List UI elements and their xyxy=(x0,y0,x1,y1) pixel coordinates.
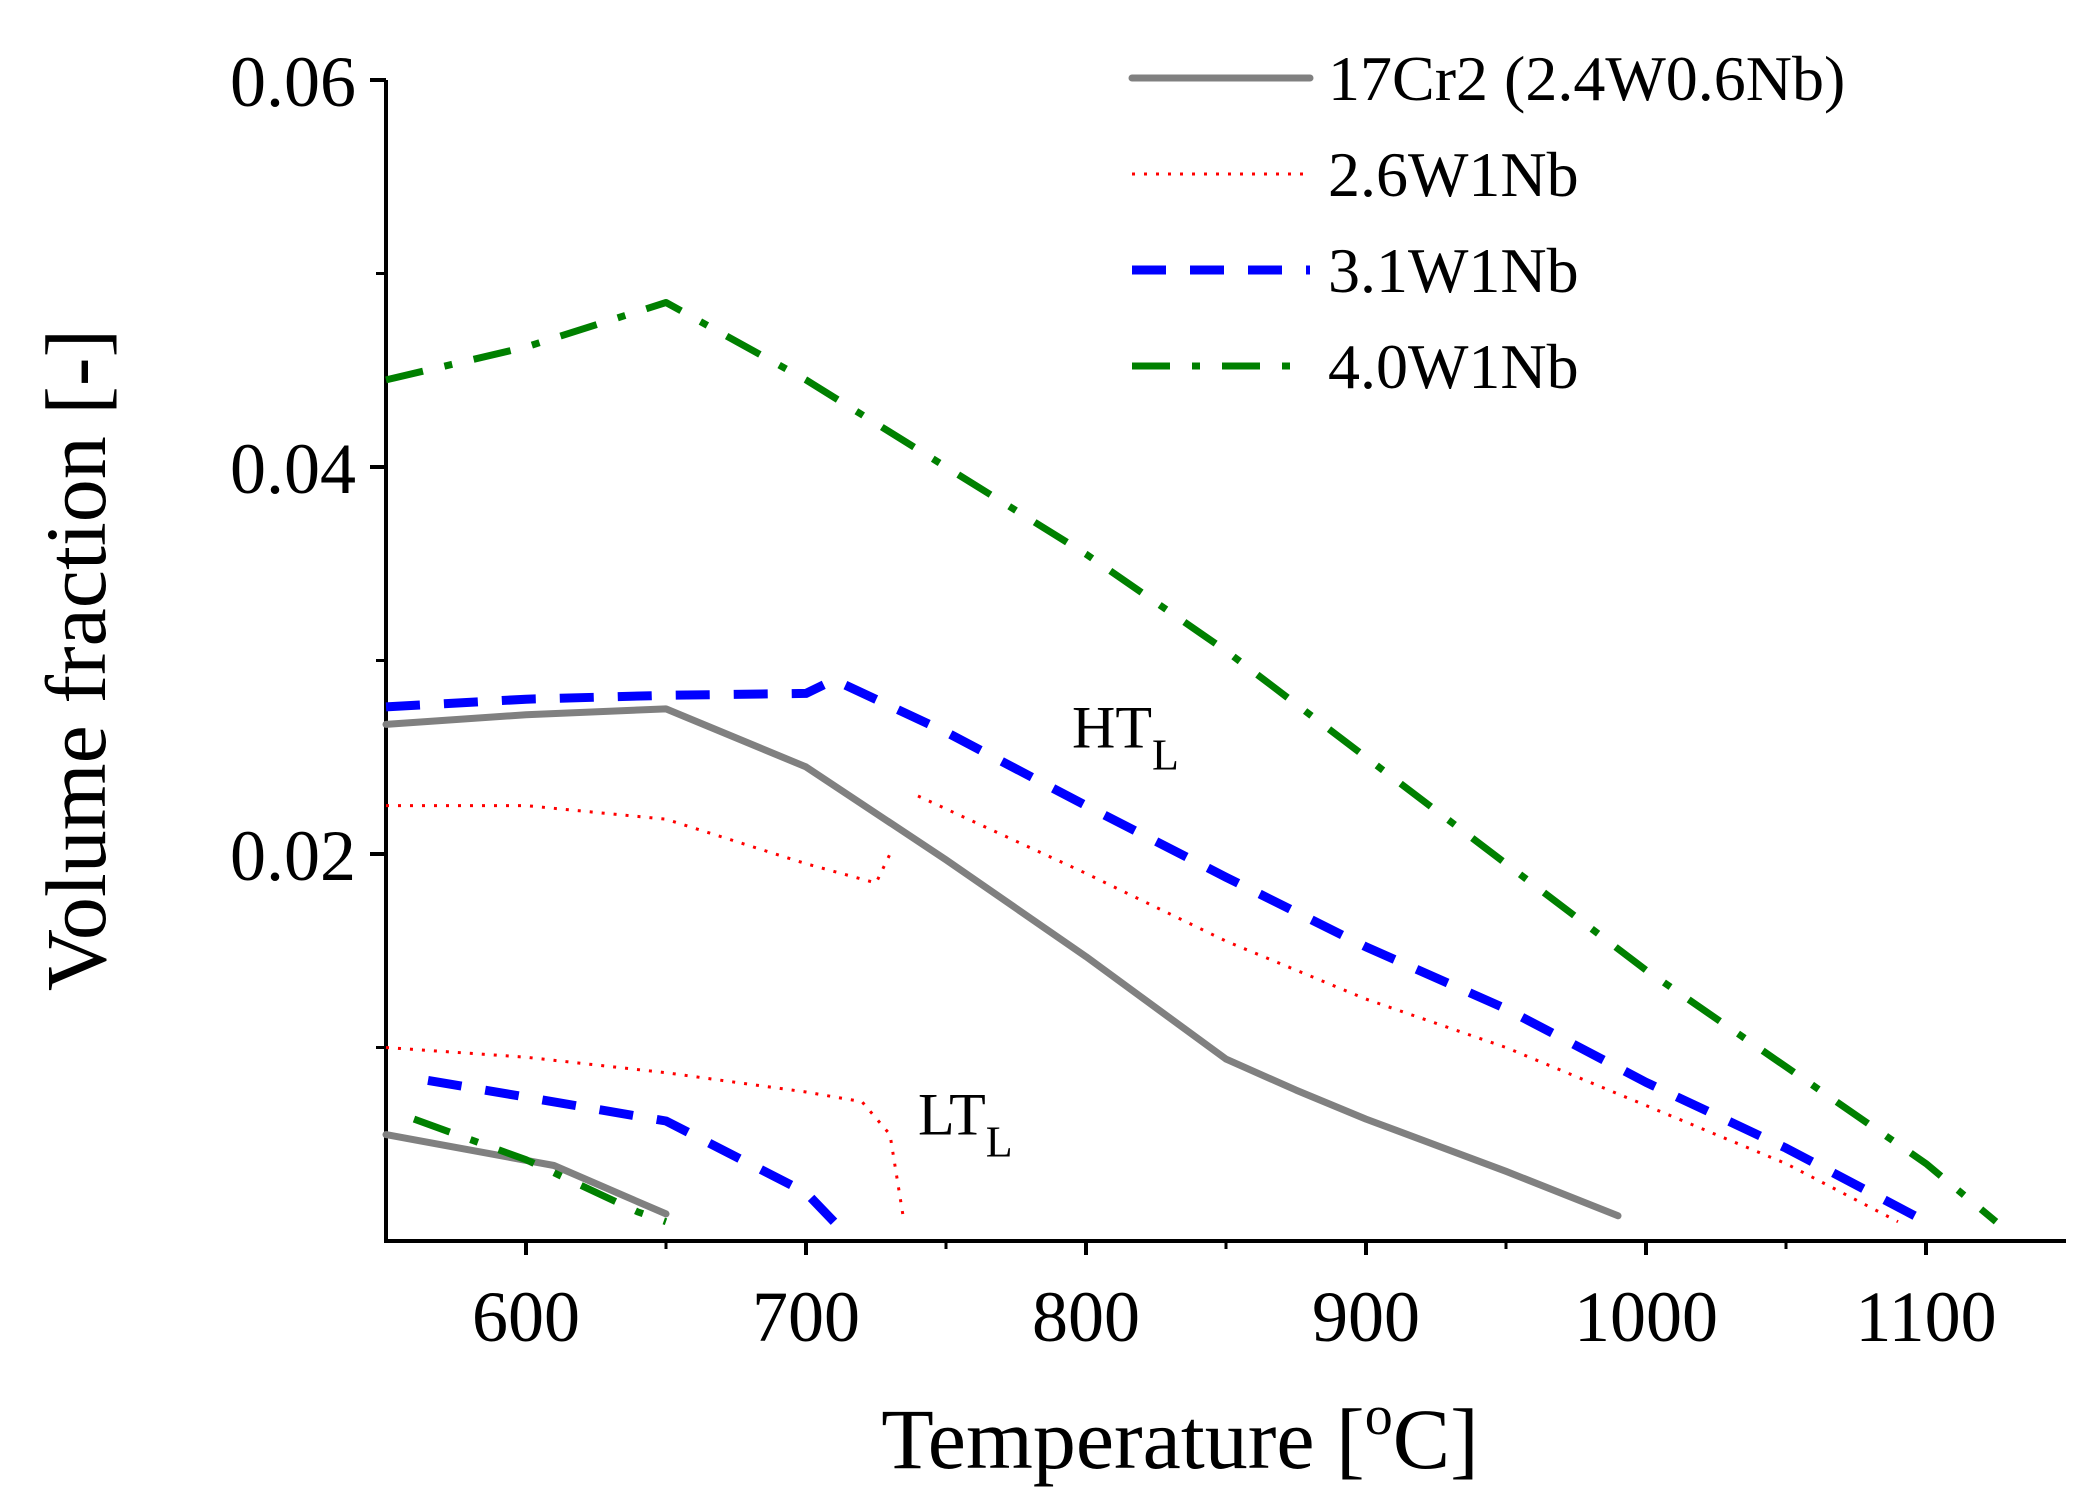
legend-label-3: 4.0W1Nb xyxy=(1328,331,1579,402)
series-line-1-ht-0 xyxy=(386,804,892,885)
series-2-6w1nb xyxy=(385,794,1899,1224)
x-axis-title-pre: Temperature [ xyxy=(881,1391,1364,1487)
annotation-lt-sub: L xyxy=(986,1118,1013,1167)
annotation-lt: LTL xyxy=(918,1082,1013,1167)
x-tick-label-1100: 1100 xyxy=(1855,1277,1996,1357)
legend-label-0: 17Cr2 (2.4W0.6Nb) xyxy=(1328,43,1845,114)
y-axis-title: Volume fraction [-] xyxy=(28,329,124,991)
y-tick-label-0.04: 0.04 xyxy=(230,429,356,509)
series-line-3-lt-1 xyxy=(412,1115,668,1226)
series-line-2-ht-0 xyxy=(385,675,1929,1226)
x-axis-title-post: C] xyxy=(1393,1391,1479,1487)
y-tick-label-0.06: 0.06 xyxy=(230,42,356,122)
series-4-0w1nb xyxy=(385,299,1999,1226)
x-tick-label-700: 700 xyxy=(752,1277,860,1357)
ticks: 600 700 800 900 1000 1100 0.02 0.04 0.06 xyxy=(230,42,1997,1357)
series-3-1w1nb xyxy=(385,675,1929,1226)
x-tick-label-600: 600 xyxy=(472,1277,580,1357)
annotation-ht-sub: L xyxy=(1152,731,1179,780)
y-tick-label-0.02: 0.02 xyxy=(230,816,356,896)
legend-item-0: 17Cr2 (2.4W0.6Nb) xyxy=(1128,43,1845,114)
annotation-lt-base: LT xyxy=(918,1082,986,1148)
annotation-ht: HTL xyxy=(1072,695,1179,780)
series-line-1-ht-1 xyxy=(917,794,1899,1224)
legend: 17Cr2 (2.4W0.6Nb) 2.6W1Nb 3.1W1Nb 4.0W1Nb xyxy=(1128,43,1845,402)
series-line-0-ht-0 xyxy=(382,705,1622,1220)
legend-label-1: 2.6W1Nb xyxy=(1328,139,1579,210)
x-axis-title: Temperature [oC] xyxy=(881,1385,1478,1487)
series-17cr2-2-4w0-6nb- xyxy=(382,705,1622,1220)
series-line-2-lt-1 xyxy=(427,1075,838,1225)
legend-item-1: 2.6W1Nb xyxy=(1132,139,1579,210)
x-tick-label-900: 900 xyxy=(1312,1277,1420,1357)
axes xyxy=(384,80,2066,1243)
plot-area xyxy=(382,299,1999,1226)
series-line-0-lt-1 xyxy=(382,1131,670,1218)
x-tick-label-800: 800 xyxy=(1032,1277,1140,1357)
series-line-1-lt-2 xyxy=(385,1046,906,1222)
annotation-ht-base: HT xyxy=(1072,695,1152,761)
legend-item-3: 4.0W1Nb xyxy=(1132,331,1579,402)
series-line-3-ht-0 xyxy=(385,299,1999,1225)
x-axis-title-sup: o xyxy=(1365,1385,1393,1447)
x-tick-label-1000: 1000 xyxy=(1574,1277,1718,1357)
legend-label-2: 3.1W1Nb xyxy=(1328,235,1579,306)
legend-item-2: 3.1W1Nb xyxy=(1132,235,1579,306)
